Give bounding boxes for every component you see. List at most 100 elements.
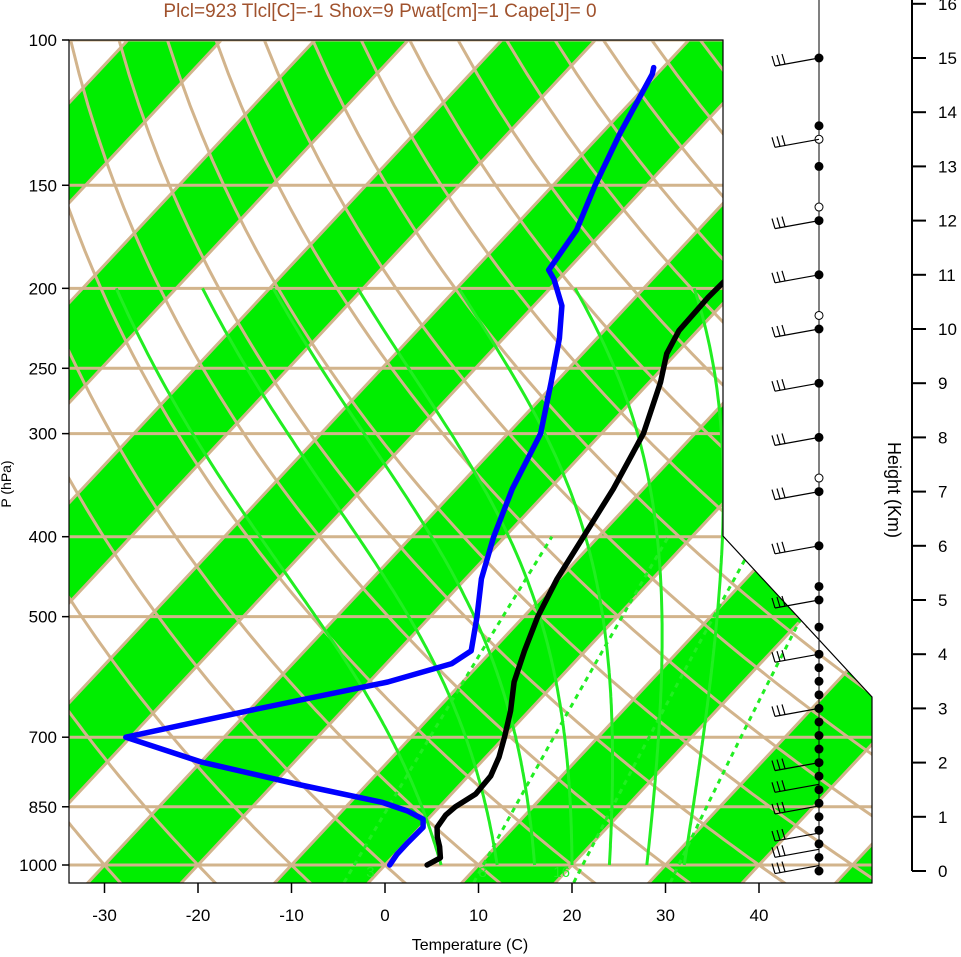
x-axis-label: Temperature (C) bbox=[412, 937, 528, 954]
pressure-axis: 100 150 200 250 300 400 500 700 850 1000 bbox=[19, 31, 69, 875]
wind-level-dot bbox=[814, 581, 824, 591]
wind-barb bbox=[774, 707, 820, 717]
wind-barb-feather bbox=[771, 381, 776, 392]
dry-adiabat bbox=[69, 40, 329, 883]
height-tick-label: 1 bbox=[938, 808, 947, 827]
wind-barb-feather bbox=[771, 326, 776, 338]
plot-border bbox=[68, 39, 873, 884]
chart-title: Plcl=923 Tlcl[C]=-1 Shox=9 Pwat[cm]=1 Ca… bbox=[163, 1, 596, 22]
isotherm bbox=[69, 40, 801, 883]
moist-adiabat bbox=[573, 287, 664, 866]
dry-adiabat bbox=[311, 40, 872, 883]
height-tick-label: 2 bbox=[938, 754, 947, 773]
wind-level-dot bbox=[814, 473, 824, 483]
wind-barb-feather bbox=[776, 596, 781, 608]
wind-barb bbox=[774, 274, 820, 284]
band-label: 30 bbox=[723, 111, 747, 135]
wind-barb-feather bbox=[781, 379, 786, 390]
height-tick-label: 10 bbox=[938, 320, 957, 339]
temp-band bbox=[446, 40, 872, 883]
wind-barb bbox=[774, 832, 820, 842]
dry-adiabat bbox=[214, 40, 872, 883]
wind-barb-feather bbox=[771, 218, 776, 229]
wind-barb-feather bbox=[781, 433, 786, 444]
band-label: 20 bbox=[49, 305, 73, 329]
band-label: 30 bbox=[49, 209, 73, 233]
band-label: 60 bbox=[895, 40, 919, 64]
band-label: 20 bbox=[723, 234, 747, 258]
band-label: 40 bbox=[40, 119, 64, 143]
band-label: 50 bbox=[848, 40, 872, 64]
wind-barb-feather bbox=[781, 758, 786, 769]
temperature-tick-label: 30 bbox=[656, 906, 675, 925]
wind-barb-feather bbox=[776, 542, 781, 553]
wind-barb-feather bbox=[771, 137, 776, 148]
band-label: 30 bbox=[863, 664, 887, 688]
wind-barb-feather bbox=[771, 652, 776, 663]
temp-band bbox=[259, 40, 872, 883]
mixing-ratio-line bbox=[668, 536, 845, 883]
height-tick-label: 14 bbox=[938, 103, 957, 122]
dewpoint-profile bbox=[123, 64, 657, 868]
wind-barb bbox=[774, 599, 820, 609]
mixing-ratio-label: 16 bbox=[553, 864, 570, 881]
pressure-tick-label: 200 bbox=[29, 279, 57, 298]
wind-barb-feather bbox=[776, 829, 781, 841]
wind-level-dot bbox=[814, 731, 824, 740]
band-label: 30 bbox=[49, 807, 73, 831]
wind-barb-feather bbox=[781, 53, 786, 65]
wind-barb-feather bbox=[776, 271, 781, 282]
isotherm bbox=[632, 40, 872, 883]
height-tick-label: 7 bbox=[938, 483, 947, 502]
wind-barb-feather bbox=[776, 705, 781, 716]
wind-level-dot bbox=[814, 310, 824, 320]
mixing-ratio-line bbox=[472, 535, 670, 883]
isotherm bbox=[538, 40, 872, 883]
wind-barb-feather bbox=[781, 216, 786, 227]
wind-barb-feather bbox=[781, 845, 786, 856]
wind-level-dot bbox=[814, 161, 824, 171]
height-tick-label: 5 bbox=[938, 591, 947, 610]
pressure-tick-label: 850 bbox=[29, 798, 57, 817]
wind-level-dot bbox=[814, 202, 824, 212]
wind-barb bbox=[774, 436, 820, 446]
moist-adiabat bbox=[114, 287, 443, 866]
wind-level-dot bbox=[814, 839, 824, 849]
dry-adiabat bbox=[69, 40, 713, 883]
moist-adiabat bbox=[201, 287, 499, 866]
mixing-ratio-label: 24 bbox=[922, 330, 939, 347]
mixing-ratio-label: 8 bbox=[479, 864, 487, 881]
wind-barb bbox=[774, 864, 820, 875]
height-tick-label: 15 bbox=[938, 49, 957, 68]
mixing-ratio-label: 12 bbox=[735, 330, 752, 347]
wind-level-dot bbox=[814, 812, 824, 822]
wind-barb-feather bbox=[771, 597, 776, 609]
wind-barb-feather bbox=[781, 704, 786, 715]
wind-barbs bbox=[771, 0, 824, 876]
wind-level-dot bbox=[814, 690, 824, 700]
wind-barb bbox=[774, 382, 820, 392]
wind-level-dot bbox=[814, 852, 824, 862]
band-label: 10 bbox=[723, 359, 747, 383]
wind-barb-feather bbox=[776, 136, 781, 147]
wind-barb bbox=[774, 57, 820, 67]
wind-barb-feather bbox=[776, 217, 781, 228]
temp-band bbox=[69, 40, 613, 883]
dry-adiabat bbox=[69, 40, 425, 883]
temperature-tick-label: -10 bbox=[279, 906, 304, 925]
moist-adiabat bbox=[682, 287, 725, 866]
isotherm bbox=[69, 40, 240, 883]
pressure-tick-label: 400 bbox=[29, 528, 57, 547]
pressure-tick-label: 1000 bbox=[19, 856, 57, 875]
temperature-tick-label: 0 bbox=[380, 906, 389, 925]
wind-barb-feather bbox=[781, 801, 786, 813]
mixing-ratio-lines bbox=[342, 535, 845, 883]
wind-barb-feather bbox=[776, 325, 781, 337]
wind-barb-feather bbox=[781, 828, 786, 840]
wind-barb bbox=[774, 138, 820, 148]
wind-barb-feather bbox=[781, 780, 786, 791]
wind-barb-feather bbox=[776, 380, 781, 391]
height-tick-label: 9 bbox=[938, 374, 947, 393]
band-label: 10 bbox=[49, 617, 73, 641]
dry-adiabat bbox=[117, 40, 809, 883]
